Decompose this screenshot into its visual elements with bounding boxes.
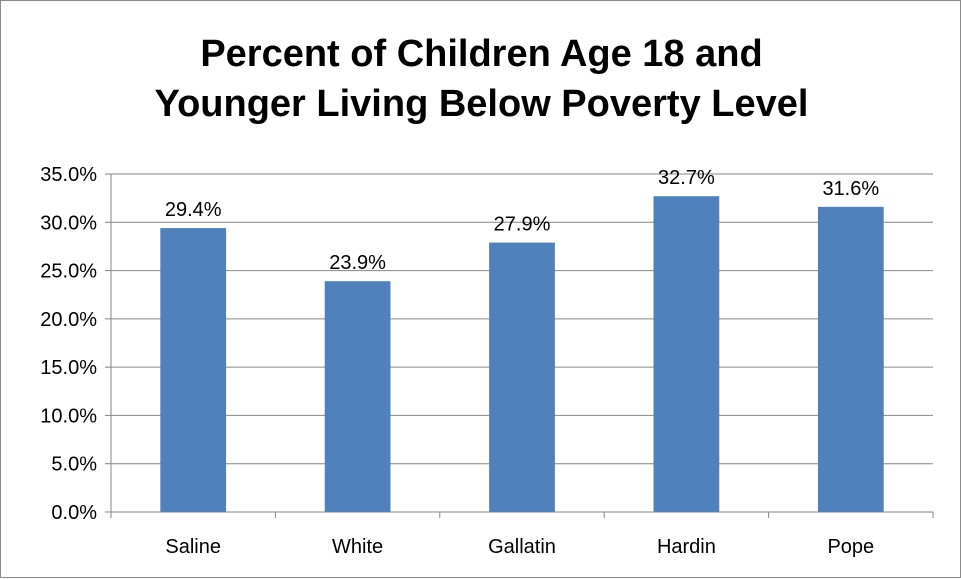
chart-title-line-1: Percent of Children Age 18 and: [200, 33, 763, 75]
bar-gallatin: [489, 242, 555, 512]
chart-title-line-2: Younger Living Below Poverty Level: [154, 83, 809, 125]
category-label-hardin: Hardin: [657, 536, 716, 558]
bar-hardin: [653, 196, 720, 512]
category-label-saline: Saline: [165, 536, 221, 558]
bar-pope: [817, 206, 884, 512]
category-label-pope: Pope: [827, 536, 874, 558]
category-label-white: White: [332, 536, 383, 558]
y-tick-label: 5.0%: [51, 454, 97, 476]
y-tick-label: 30.0%: [40, 212, 97, 234]
bar-white: [324, 281, 391, 512]
bar-saline: [160, 228, 227, 512]
data-label-gallatin: 27.9%: [494, 214, 551, 236]
data-label-saline: 29.4%: [165, 199, 222, 221]
y-tick-label: 0.0%: [51, 502, 97, 524]
category-label-gallatin: Gallatin: [488, 536, 556, 558]
y-tick-label: 25.0%: [40, 261, 97, 283]
chart-title: Percent of Children Age 18 and Younger L…: [1, 29, 961, 129]
data-label-pope: 31.6%: [822, 178, 879, 200]
y-tick-label: 35.0%: [40, 164, 97, 186]
data-label-hardin: 32.7%: [658, 167, 715, 189]
y-tick-label: 20.0%: [40, 309, 97, 331]
y-tick-label: 10.0%: [40, 405, 97, 427]
data-label-white: 23.9%: [329, 252, 386, 274]
y-tick-label: 15.0%: [40, 357, 97, 379]
